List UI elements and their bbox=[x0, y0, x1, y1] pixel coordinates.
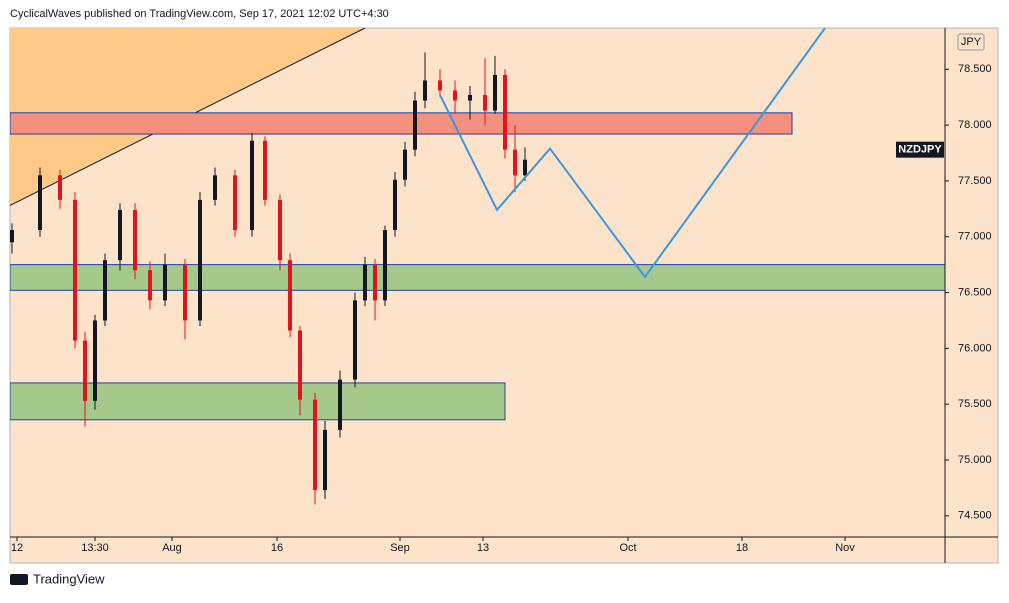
candle-body bbox=[288, 260, 292, 331]
candle-body bbox=[483, 94, 487, 111]
candle-body bbox=[523, 159, 527, 176]
candle-body bbox=[323, 429, 327, 491]
candle-body bbox=[393, 179, 397, 231]
y-tick-label: 78.000 bbox=[958, 119, 992, 131]
y-tick-label: 75.000 bbox=[958, 454, 992, 466]
candle-body bbox=[213, 175, 217, 200]
candle-body bbox=[313, 399, 317, 491]
candle-body bbox=[73, 199, 77, 341]
candle-body bbox=[363, 264, 367, 301]
candle-body bbox=[183, 264, 187, 321]
x-tick-label: 16 bbox=[271, 542, 283, 554]
candle-body bbox=[118, 209, 122, 261]
candle-body bbox=[513, 149, 517, 176]
candle-body bbox=[298, 330, 302, 400]
y-tick-label: 76.500 bbox=[958, 286, 992, 298]
y-tick-label: 77.000 bbox=[958, 231, 992, 243]
x-tick-label: 18 bbox=[736, 542, 748, 554]
projection bbox=[439, 28, 826, 279]
candle-body bbox=[353, 300, 357, 380]
candle-body bbox=[373, 264, 377, 301]
candle-body bbox=[148, 270, 152, 301]
candle-body bbox=[403, 149, 407, 180]
plot bbox=[10, 28, 945, 505]
candle-body bbox=[93, 320, 97, 401]
x-tick-label: Oct bbox=[619, 542, 636, 554]
candle-body bbox=[233, 175, 237, 231]
y-tick-label: 75.500 bbox=[958, 398, 992, 410]
y-tick-label: 76.000 bbox=[958, 342, 992, 354]
zone bbox=[10, 112, 793, 135]
candle-body bbox=[503, 74, 507, 150]
candle-body bbox=[133, 209, 137, 271]
candle-body bbox=[278, 199, 282, 261]
x-tick-label: Nov bbox=[835, 542, 855, 554]
x-tick-label: 12 bbox=[11, 542, 23, 554]
header: CyclicalWaves published on TradingView.c… bbox=[10, 8, 389, 20]
candle-body bbox=[163, 264, 167, 301]
candle-body bbox=[10, 230, 14, 243]
symbol-tag bbox=[896, 141, 944, 158]
currency: JPY bbox=[961, 36, 982, 48]
candle-body bbox=[83, 340, 87, 401]
candle-body bbox=[58, 175, 62, 200]
candle-body bbox=[338, 379, 342, 430]
candle-body bbox=[468, 94, 472, 101]
candle-body bbox=[438, 80, 442, 91]
candle-body bbox=[383, 230, 387, 301]
logo bbox=[10, 574, 28, 585]
candle-body bbox=[453, 90, 457, 101]
symbol-label: NZDJPY bbox=[898, 144, 942, 156]
candle-body bbox=[413, 100, 417, 150]
x-tick-label: Aug bbox=[162, 542, 182, 554]
x-tick-label: 13 bbox=[477, 542, 489, 554]
currency-box bbox=[957, 33, 985, 51]
candle-body bbox=[493, 74, 497, 111]
candle-body bbox=[250, 140, 254, 231]
y-tick-label: 74.500 bbox=[958, 510, 992, 522]
y-tick-label: 77.500 bbox=[958, 175, 992, 187]
candle-body bbox=[103, 260, 107, 321]
zone bbox=[10, 382, 506, 421]
x-tick-label: 13:30 bbox=[81, 542, 109, 554]
x-tick-label: Sep bbox=[390, 542, 410, 554]
footer: TradingView bbox=[33, 571, 105, 586]
candle-body bbox=[263, 140, 267, 200]
y-tick-label: 78.500 bbox=[958, 63, 992, 75]
candle-body bbox=[198, 199, 202, 321]
candle-body bbox=[38, 175, 42, 231]
candle-body bbox=[423, 80, 427, 101]
